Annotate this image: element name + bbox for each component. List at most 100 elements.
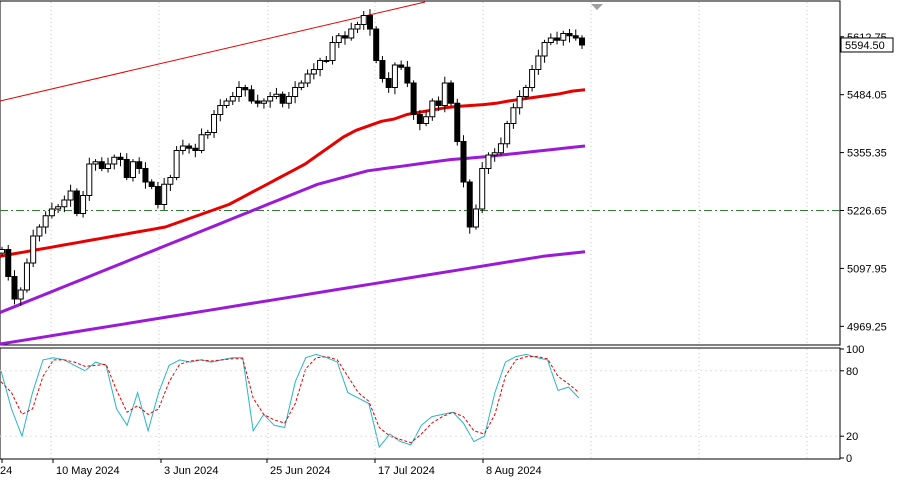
time-tick-label: 25 Jun 2024 xyxy=(270,465,331,477)
candle xyxy=(154,186,161,205)
candle xyxy=(229,96,236,102)
candle xyxy=(579,37,585,46)
candle xyxy=(5,249,12,277)
candle xyxy=(398,64,405,68)
candle xyxy=(179,145,186,151)
candle xyxy=(460,141,467,183)
axis-labels: 5612.755484.055355.355226.655097.954969.… xyxy=(0,32,894,477)
candle xyxy=(217,105,224,115)
candle xyxy=(285,96,292,104)
candle xyxy=(67,190,74,201)
stoch-tick-label: 0 xyxy=(846,453,852,465)
candle xyxy=(529,69,536,88)
candle xyxy=(98,161,105,169)
candle xyxy=(472,208,479,228)
candle xyxy=(92,161,99,165)
candle xyxy=(479,168,486,210)
price-tick-label: 5355.35 xyxy=(847,148,887,160)
candle xyxy=(17,289,24,300)
candle xyxy=(560,33,567,41)
candle xyxy=(366,15,373,30)
candle xyxy=(235,87,242,97)
candle xyxy=(273,93,280,97)
candle xyxy=(129,161,136,178)
current-price-label: 5594.50 xyxy=(845,40,885,52)
candle xyxy=(279,93,286,104)
candle xyxy=(148,181,155,187)
candle xyxy=(360,15,367,25)
time-tick-label: 24 xyxy=(0,465,12,477)
time-tick-label: 10 May 2024 xyxy=(56,465,120,477)
candle xyxy=(242,87,249,91)
candle xyxy=(254,100,261,104)
candle xyxy=(504,123,511,145)
candle xyxy=(348,28,355,39)
price-tick-label: 5097.95 xyxy=(847,263,887,275)
candle xyxy=(248,89,255,102)
candle xyxy=(373,28,380,61)
candle xyxy=(111,156,118,165)
candle xyxy=(173,150,180,178)
candle xyxy=(30,235,37,264)
chart-shift-marker-icon[interactable] xyxy=(591,4,603,10)
candle xyxy=(566,33,573,37)
candle xyxy=(441,82,448,106)
candle xyxy=(42,215,49,228)
candle xyxy=(466,181,473,228)
stoch-tick-label: 20 xyxy=(846,431,858,443)
stoch-tick-label: 80 xyxy=(846,366,858,378)
time-tick-label: 8 Aug 2024 xyxy=(486,465,542,477)
stochastic-panel-frame xyxy=(0,347,841,460)
candle xyxy=(391,64,398,88)
stochastic-signal-line[interactable] xyxy=(0,356,580,444)
candle xyxy=(510,107,517,124)
moving-average-line[interactable] xyxy=(0,88,586,258)
candle xyxy=(522,87,529,97)
candle xyxy=(86,163,93,196)
price-tick-label: 5226.65 xyxy=(847,206,887,218)
time-tick-label: 17 Jul 2024 xyxy=(378,465,435,477)
time-grid xyxy=(0,2,840,458)
candle xyxy=(55,206,62,210)
candle xyxy=(167,177,174,185)
channel-line[interactable] xyxy=(0,250,586,346)
candle xyxy=(117,156,124,160)
candle xyxy=(48,208,55,217)
candle xyxy=(572,35,579,39)
candle xyxy=(161,183,168,205)
candle xyxy=(211,114,218,133)
stochastic-main-line[interactable] xyxy=(0,353,580,449)
candles-layer xyxy=(0,9,585,306)
candle xyxy=(448,82,455,104)
candle xyxy=(267,96,274,102)
trendline[interactable] xyxy=(0,1,426,102)
candle xyxy=(23,262,30,291)
candle xyxy=(323,60,330,62)
candle xyxy=(379,60,386,79)
candle xyxy=(554,37,561,41)
candle xyxy=(541,42,548,57)
candle xyxy=(36,226,43,237)
candle xyxy=(292,87,299,97)
candle xyxy=(429,100,436,118)
candle xyxy=(329,42,336,61)
candle xyxy=(298,82,305,88)
current-price-tag xyxy=(840,37,894,53)
candle xyxy=(80,195,87,214)
candle xyxy=(123,159,130,178)
candle xyxy=(223,100,230,106)
candle xyxy=(547,37,554,43)
candle xyxy=(198,134,205,151)
price-tick-label: 5484.05 xyxy=(847,90,887,102)
candle xyxy=(416,114,423,124)
candle xyxy=(535,55,542,70)
candle xyxy=(516,96,523,109)
candle xyxy=(0,249,5,254)
candle xyxy=(385,78,392,88)
time-tick-label: 3 Jun 2024 xyxy=(164,465,218,477)
candle xyxy=(186,145,193,149)
candle xyxy=(304,73,311,84)
candle xyxy=(485,154,492,169)
candle xyxy=(335,35,342,43)
